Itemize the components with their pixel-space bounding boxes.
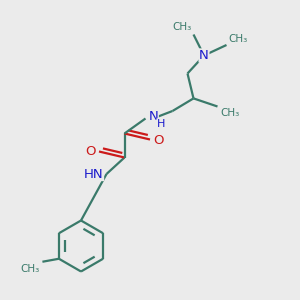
Text: CH₃: CH₃: [21, 264, 40, 274]
Text: N: N: [199, 49, 209, 62]
Text: O: O: [153, 134, 164, 148]
Text: H: H: [157, 119, 165, 129]
Text: CH₃: CH₃: [220, 108, 240, 118]
Text: N: N: [148, 110, 158, 124]
Text: O: O: [85, 145, 96, 158]
Text: HN: HN: [84, 167, 104, 181]
Text: CH₃: CH₃: [173, 22, 192, 32]
Text: CH₃: CH₃: [228, 34, 247, 44]
